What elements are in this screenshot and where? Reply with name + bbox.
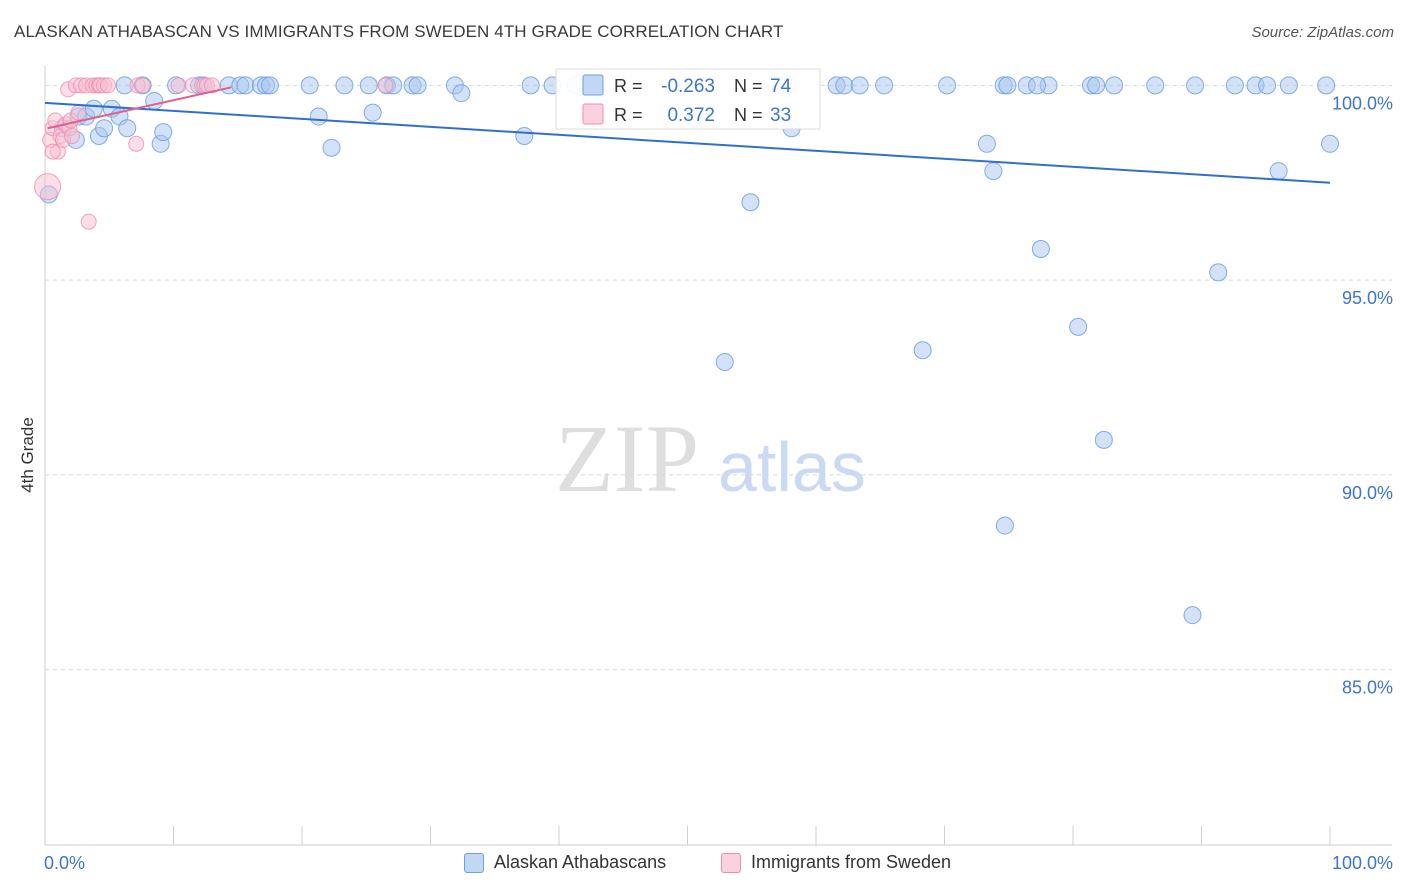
data-point-blue xyxy=(84,99,103,118)
data-point-pink xyxy=(70,104,87,121)
data-point-blue xyxy=(1279,76,1298,95)
data-point-pink xyxy=(80,213,97,230)
watermark-atlas: atlas xyxy=(718,428,866,506)
data-point-blue xyxy=(1028,76,1047,95)
data-point-pink xyxy=(128,135,145,152)
data-point-blue xyxy=(1146,76,1165,95)
data-point-pink xyxy=(44,143,61,160)
y-tick-labels: 100.0% 95.0% 90.0% 85.0% xyxy=(1332,93,1393,697)
x-tick-labels: 0.0% 100.0% xyxy=(44,853,1393,873)
r-label: R = xyxy=(614,105,643,125)
data-point-blue xyxy=(995,516,1014,535)
series-alaskan-athabascans xyxy=(39,76,1339,625)
data-point-blue xyxy=(1209,263,1228,282)
watermark: ZIP atlas xyxy=(555,405,866,512)
series-immigrants-from-sweden xyxy=(34,77,394,230)
trend-line-pink xyxy=(47,86,232,130)
data-point-blue xyxy=(1087,76,1106,95)
data-point-blue xyxy=(715,352,734,371)
chart-title: ALASKAN ATHABASCAN VS IMMIGRANTS FROM SW… xyxy=(14,22,784,41)
data-point-blue xyxy=(452,84,471,103)
data-point-blue xyxy=(309,107,328,126)
legend-item-alaskan-athabascans[interactable]: Alaskan Athabascans xyxy=(464,852,666,873)
data-point-pink xyxy=(34,173,62,201)
stats-swatch-pink xyxy=(582,103,604,125)
data-point-blue xyxy=(236,76,255,95)
data-point-blue xyxy=(1321,134,1339,153)
n-label: N = xyxy=(734,105,763,125)
trend-lines xyxy=(44,86,1331,184)
data-point-blue xyxy=(1094,430,1113,449)
r-value: -0.263 xyxy=(661,76,715,97)
data-point-blue xyxy=(741,193,760,212)
legend-label: Immigrants from Sweden xyxy=(751,852,952,872)
legend-swatch-blue xyxy=(464,852,484,873)
data-point-pink xyxy=(170,77,187,94)
legend-swatch-pink xyxy=(721,852,741,873)
data-point-blue xyxy=(300,76,319,95)
data-point-blue xyxy=(359,76,378,95)
n-label: N = xyxy=(734,76,763,96)
y-tick-label: 95.0% xyxy=(1342,288,1393,308)
y-tick-label: 90.0% xyxy=(1342,483,1393,503)
data-point-pink xyxy=(99,77,116,94)
stats-swatch-blue xyxy=(582,74,604,96)
data-point-blue xyxy=(977,134,996,153)
data-point-blue xyxy=(1258,76,1277,95)
data-point-blue xyxy=(1105,76,1124,95)
data-point-blue xyxy=(1186,76,1205,95)
data-point-blue xyxy=(95,119,114,138)
data-point-blue xyxy=(835,76,854,95)
data-point-blue xyxy=(335,76,354,95)
data-point-blue xyxy=(998,76,1017,95)
data-point-pink xyxy=(204,77,221,94)
y-tick-label: 85.0% xyxy=(1342,678,1393,698)
data-point-blue xyxy=(850,76,869,95)
axes xyxy=(44,66,1392,846)
bottom-legend: Alaskan Athabascans Immigrants from Swed… xyxy=(0,852,1406,878)
data-point-blue xyxy=(1069,317,1088,336)
grid-lines xyxy=(45,84,1392,671)
data-point-blue xyxy=(145,91,164,110)
stats-legend: R = -0.263 N = 74 R = 0.372 N = 33 xyxy=(555,68,821,130)
data-point-blue xyxy=(1183,606,1202,625)
y-tick-label: 100.0% xyxy=(1332,93,1393,113)
data-point-blue xyxy=(515,127,534,146)
data-point-blue xyxy=(1031,239,1050,258)
data-point-blue xyxy=(322,138,341,157)
data-point-blue xyxy=(1269,162,1288,181)
r-label: R = xyxy=(614,76,643,96)
x-tick-label: 100.0% xyxy=(1332,853,1393,873)
data-point-blue xyxy=(1317,76,1336,95)
source-credit: Source: ZipAtlas.com xyxy=(1251,24,1394,41)
data-point-pink xyxy=(63,128,80,145)
data-point-blue xyxy=(408,76,427,95)
data-point-blue xyxy=(875,76,894,95)
n-value: 74 xyxy=(770,76,792,97)
watermark-zip: ZIP xyxy=(555,405,699,512)
r-value: 0.372 xyxy=(667,105,715,126)
legend-item-immigrants-from-sweden[interactable]: Immigrants from Sweden xyxy=(721,852,951,873)
trend-line-blue xyxy=(44,101,1331,184)
data-point-pink xyxy=(134,77,151,94)
data-point-blue xyxy=(118,119,137,138)
legend-label: Alaskan Athabascans xyxy=(494,852,667,872)
data-point-blue xyxy=(260,76,279,95)
data-point-blue xyxy=(363,103,382,122)
data-point-blue xyxy=(154,123,173,142)
data-point-blue xyxy=(938,76,957,95)
data-point-blue xyxy=(913,341,932,360)
data-point-blue xyxy=(521,76,540,95)
x-tick-label: 0.0% xyxy=(44,853,85,873)
data-point-blue xyxy=(984,162,1003,181)
n-value: 33 xyxy=(770,105,791,126)
data-point-blue xyxy=(1225,76,1244,95)
data-point-pink xyxy=(377,77,394,94)
